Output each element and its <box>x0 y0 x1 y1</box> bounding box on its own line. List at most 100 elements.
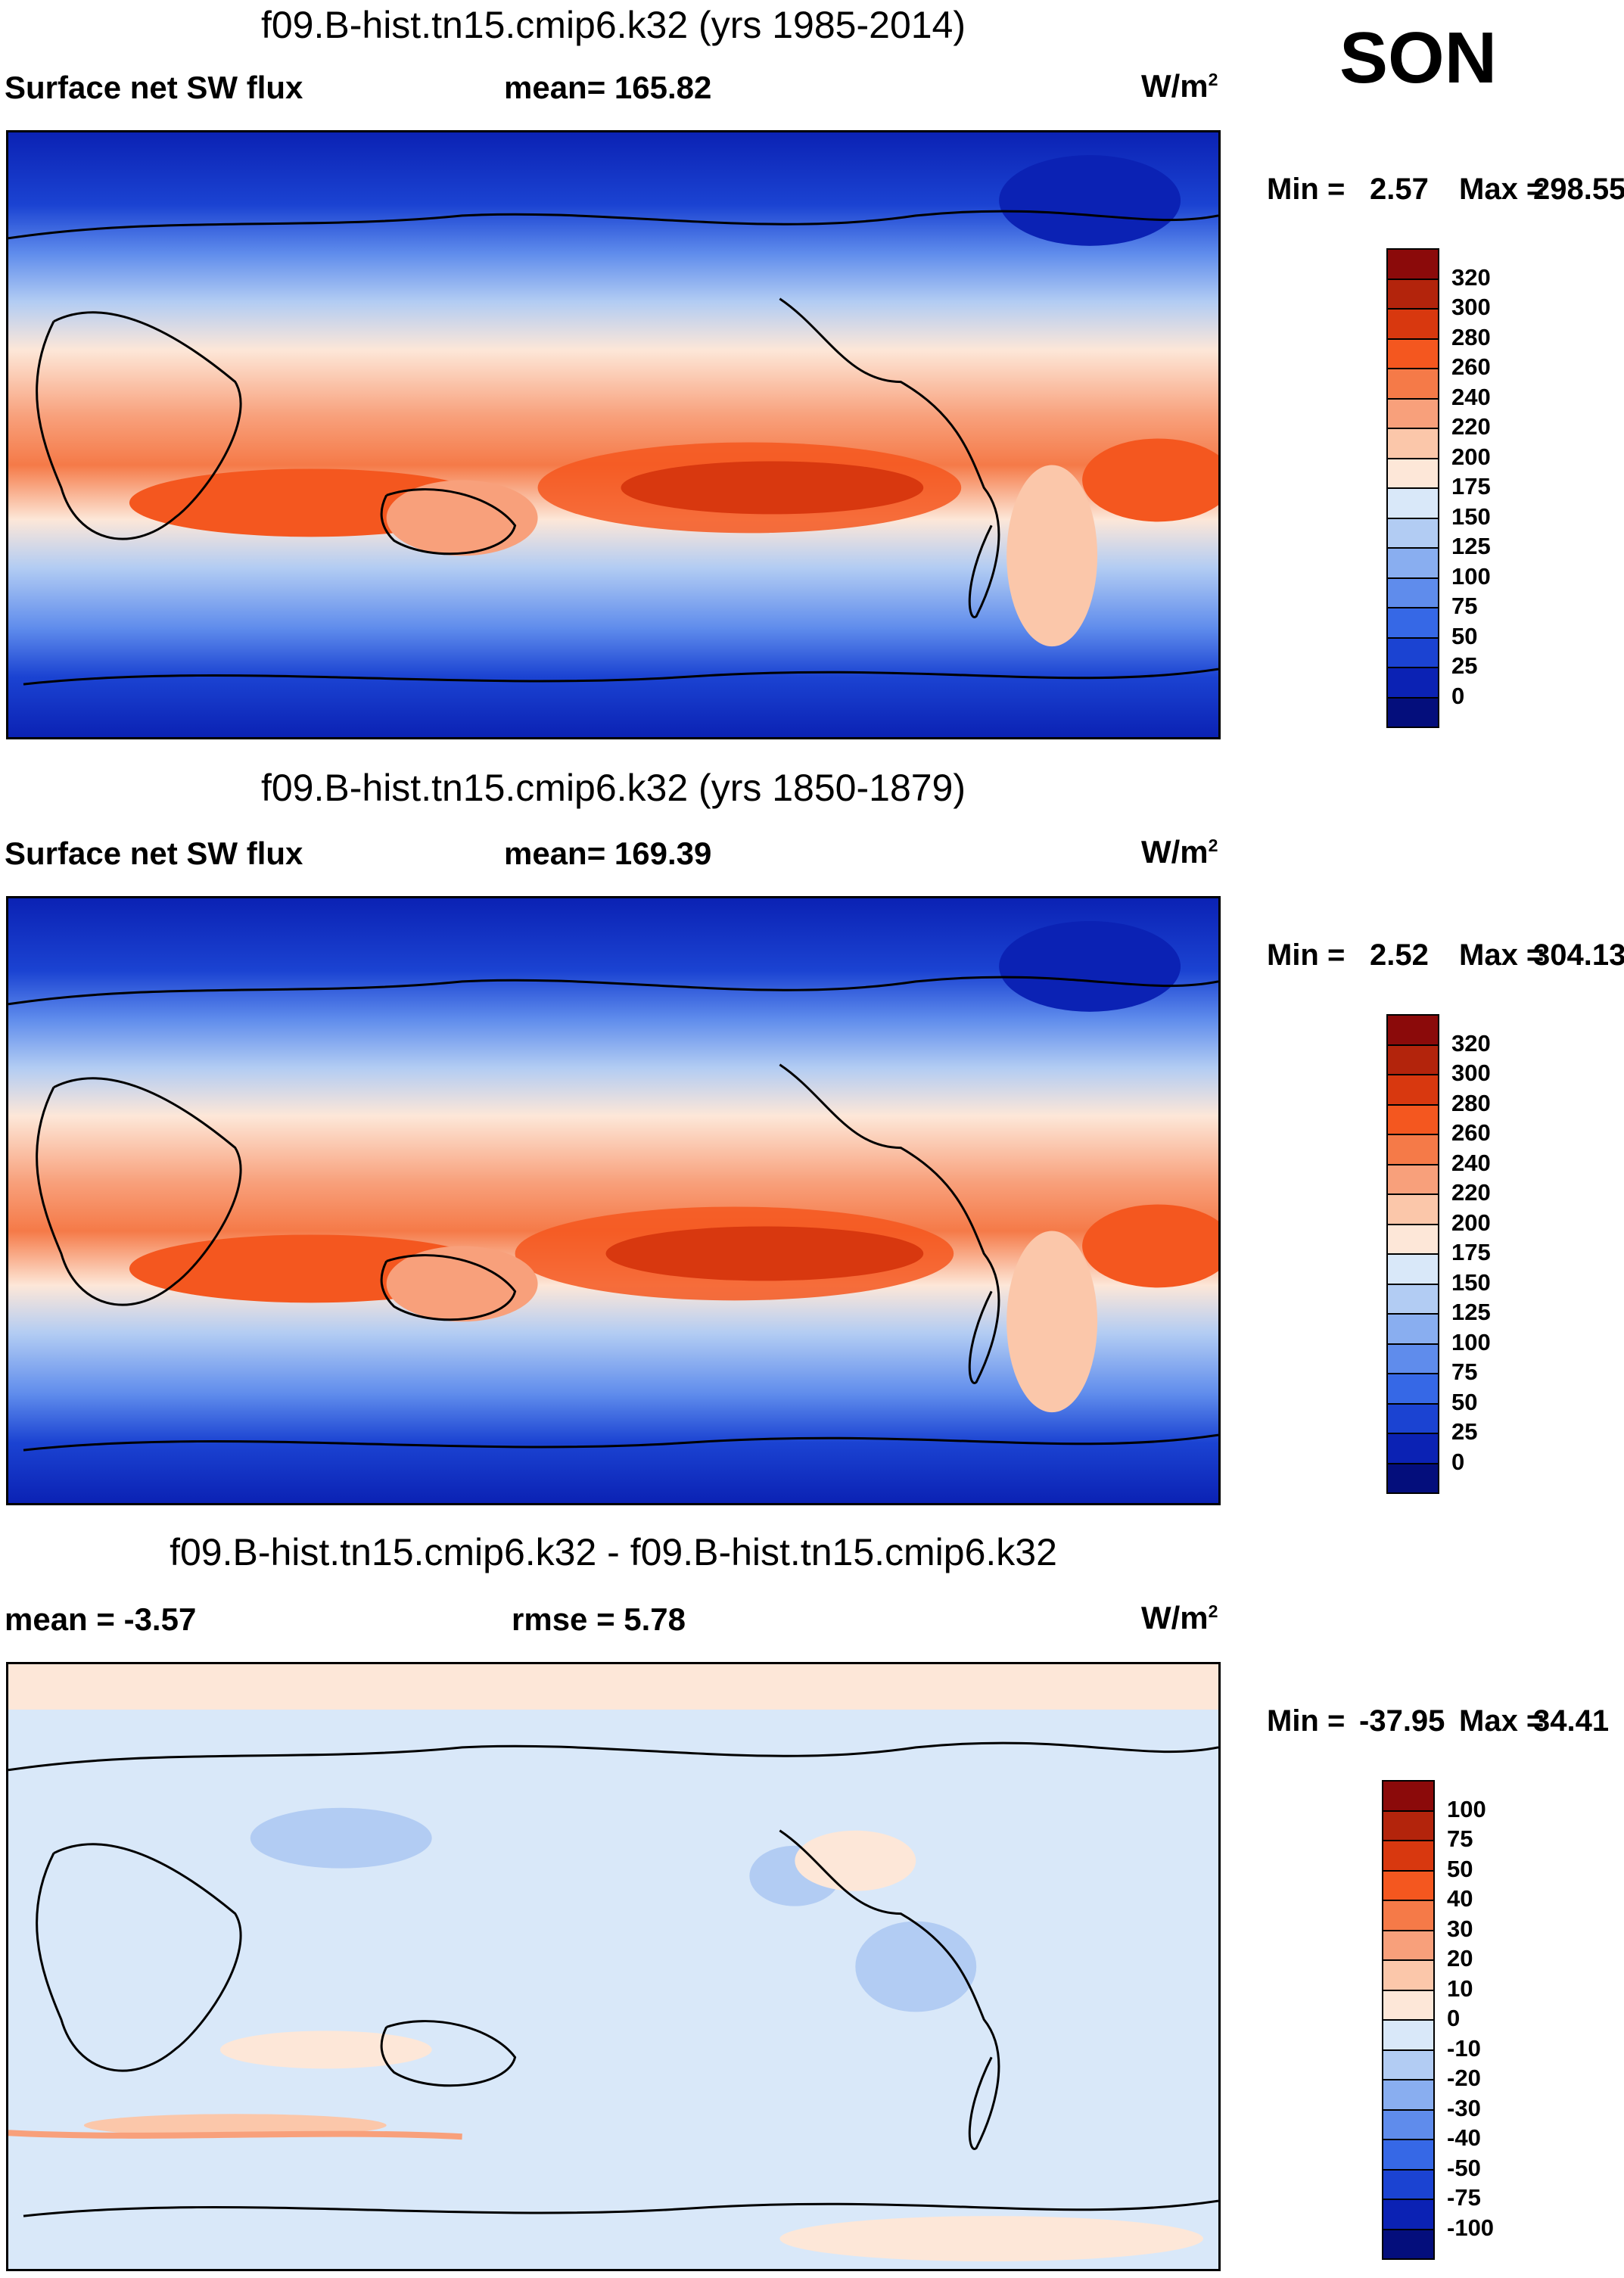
panel-3-map <box>6 1662 1221 2271</box>
colorbar-tick-label: 50 <box>1451 1388 1478 1415</box>
colorbar-swatch <box>1382 1810 1435 1841</box>
colorbar-swatch <box>1382 2108 1435 2140</box>
colorbar-swatch <box>1382 1840 1435 1872</box>
colorbar-swatch <box>1382 1869 1435 1901</box>
colorbar-swatch <box>1386 1163 1439 1195</box>
colorbar-tick-label: 10 <box>1447 1975 1473 2002</box>
colorbar-tick-label: 220 <box>1451 1179 1491 1206</box>
colorbar-swatch <box>1386 1402 1439 1434</box>
colorbar-tick-label: 240 <box>1451 383 1491 410</box>
panel-1-min-label: Min = <box>1267 173 1346 206</box>
panel-1-mean-label: mean= 165.82 <box>504 70 712 105</box>
colorbar-swatch <box>1382 2049 1435 2080</box>
colorbar-tick-label: 220 <box>1451 413 1491 440</box>
colorbar-swatch <box>1386 1014 1439 1046</box>
colorbar-tick-label: 125 <box>1451 533 1491 559</box>
colorbar-swatch <box>1386 457 1439 489</box>
panel-1-variable-label: Surface net SW flux <box>5 70 303 105</box>
colorbar-swatch <box>1382 1929 1435 1961</box>
panel-1-title: f09.B-hist.tn15.cmip6.k32 (yrs 1985-2014… <box>260 4 966 46</box>
colorbar-swatch <box>1386 547 1439 579</box>
panel-2-variable-label: Surface net SW flux <box>5 836 303 871</box>
colorbar-tick-label: 200 <box>1451 1209 1491 1236</box>
colorbar-tick-label: 75 <box>1447 1825 1473 1852</box>
panel-2-max-label: Max = <box>1459 938 1545 972</box>
colorbar-swatch <box>1382 2019 1435 2051</box>
colorbar-swatch <box>1386 1193 1439 1225</box>
colorbar-tick-label: -75 <box>1447 2184 1481 2211</box>
colorbar-swatch <box>1386 1343 1439 1374</box>
colorbar-tick-label: 40 <box>1447 1885 1473 1912</box>
season-label: SON <box>1339 17 1498 98</box>
colorbar-tick-label: 30 <box>1447 1915 1473 1942</box>
panel-2-min-value: 2.52 <box>1370 938 1429 972</box>
colorbar-swatch <box>1386 1074 1439 1106</box>
colorbar-tick-label: 0 <box>1451 1448 1465 1475</box>
colorbar-swatch <box>1386 1134 1439 1165</box>
colorbar-swatch <box>1382 2168 1435 2200</box>
colorbar-swatch <box>1382 2199 1435 2230</box>
colorbar-tick-label: 75 <box>1451 593 1478 619</box>
panel-1-min-value: 2.57 <box>1370 173 1429 206</box>
colorbar-tick-label: 300 <box>1451 294 1491 320</box>
colorbar-tick-label: 150 <box>1451 503 1491 530</box>
panel-1-max-value: 298.55 <box>1533 173 1624 206</box>
colorbar-swatch <box>1386 1103 1439 1135</box>
colorbar-tick-label: 20 <box>1447 1945 1473 1971</box>
colorbar-tick-label: 320 <box>1451 263 1491 291</box>
panel-2-mean-label: mean= 169.39 <box>504 836 712 871</box>
colorbar-swatch <box>1386 368 1439 400</box>
panel-3-max-value: 34.41 <box>1533 1704 1610 1738</box>
colorbar-tick-label: -40 <box>1447 2124 1481 2151</box>
panel-1-max-label: Max = <box>1459 173 1545 206</box>
colorbar-swatch <box>1386 487 1439 519</box>
colorbar-tick-label: -50 <box>1447 2154 1481 2181</box>
colorbar-tick-label: 260 <box>1451 1119 1491 1146</box>
colorbar-swatch <box>1382 2228 1435 2260</box>
colorbar-tick-label: 280 <box>1451 1089 1491 1116</box>
panel-1-colorbar <box>1386 248 1439 728</box>
panel-3-min-label: Min = <box>1267 1704 1346 1738</box>
colorbar-tick-label: -100 <box>1447 2214 1495 2241</box>
colorbar-tick-label: 50 <box>1451 622 1478 649</box>
colorbar-swatch <box>1386 696 1439 728</box>
colorbar-tick-label: -20 <box>1447 2065 1481 2091</box>
colorbar-swatch <box>1386 667 1439 699</box>
colorbar-swatch <box>1386 308 1439 340</box>
panel-3-colorbar <box>1382 1780 1435 2260</box>
colorbar-swatch <box>1386 1462 1439 1494</box>
colorbar-tick-label: 150 <box>1451 1268 1491 1296</box>
colorbar-tick-label: 0 <box>1447 2005 1461 2031</box>
colorbar-tick-label: 320 <box>1451 1029 1491 1057</box>
colorbar-tick-label: 100 <box>1451 1328 1491 1355</box>
panel-3-units: W/m2 <box>1141 1600 1218 1635</box>
colorbar-swatch <box>1386 338 1439 369</box>
panel-2-units: W/m2 <box>1141 834 1218 870</box>
colorbar-swatch <box>1386 397 1439 429</box>
colorbar-tick-label: 175 <box>1451 1239 1491 1265</box>
colorbar-swatch <box>1382 1780 1435 1812</box>
colorbar-tick-label: 0 <box>1451 682 1465 709</box>
colorbar-swatch <box>1386 577 1439 608</box>
panel-2-map <box>6 896 1221 1505</box>
panel-1-units: W/m2 <box>1141 68 1218 104</box>
colorbar-tick-label: 100 <box>1447 1795 1486 1822</box>
colorbar-tick-label: -10 <box>1447 2034 1481 2062</box>
colorbar-tick-label: 240 <box>1451 1149 1491 1176</box>
panel-3-mean-label: mean = -3.57 <box>5 1601 197 1637</box>
colorbar-swatch <box>1382 1959 1435 1991</box>
colorbar-tick-label: 260 <box>1451 353 1491 380</box>
colorbar-swatch <box>1386 428 1439 459</box>
colorbar-tick-label: 50 <box>1447 1855 1473 1882</box>
colorbar-swatch <box>1386 248 1439 280</box>
panel-2-colorbar <box>1386 1014 1439 1494</box>
panel-2-max-value: 304.13 <box>1533 938 1624 972</box>
colorbar-tick-label: 200 <box>1451 443 1491 470</box>
colorbar-tick-label: 25 <box>1451 1418 1478 1445</box>
colorbar-swatch <box>1386 1044 1439 1075</box>
colorbar-swatch <box>1386 517 1439 549</box>
colorbar-swatch <box>1382 1989 1435 2021</box>
colorbar-swatch <box>1386 1283 1439 1315</box>
colorbar-tick-label: 25 <box>1451 652 1478 679</box>
colorbar-swatch <box>1386 1313 1439 1345</box>
